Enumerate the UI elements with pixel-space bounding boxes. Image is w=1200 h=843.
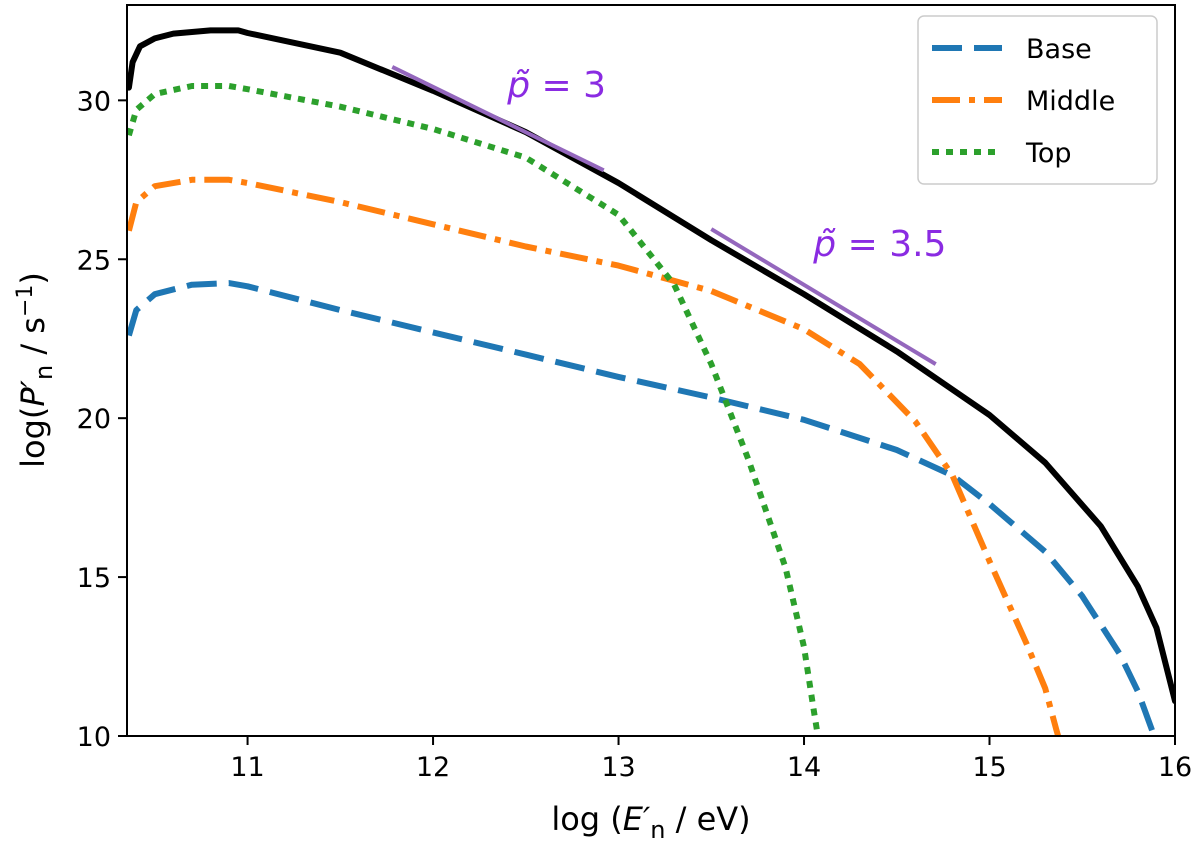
x-axis-label: log (E′n / eV) — [551, 800, 750, 843]
y-tick-label: 20 — [77, 404, 111, 435]
slope-annotation-line-2 — [710, 227, 937, 366]
legend-label-middle: Middle — [1026, 86, 1115, 117]
y-tick-label: 10 — [77, 722, 111, 753]
x-tick-label: 14 — [787, 752, 821, 783]
y-axis-ticks: 10 15 20 25 30 — [77, 86, 127, 753]
legend-frame — [917, 15, 1158, 185]
x-tick-label: 16 — [1158, 752, 1192, 783]
annotation-layer: p̃ = 3 p̃ = 3.5 — [391, 65, 946, 366]
x-tick-label: 13 — [601, 752, 635, 783]
series-line-base — [127, 280, 1158, 736]
x-tick-label: 11 — [230, 752, 264, 783]
x-axis-ticks: 11 12 13 14 15 16 — [230, 736, 1192, 783]
y-tick-label: 30 — [77, 86, 111, 117]
legend-label-top: Top — [1025, 138, 1072, 169]
x-tick-label: 15 — [972, 752, 1006, 783]
y-tick-label: 25 — [77, 245, 111, 276]
slope-annotation-line-1 — [391, 65, 605, 173]
y-tick-label: 15 — [77, 563, 111, 594]
plot-frame — [126, 4, 1176, 737]
legend: Base Middle Top — [917, 15, 1158, 185]
legend-label-base: Base — [1026, 34, 1092, 65]
slope-annotation-label-1: p̃ = 3 — [506, 65, 606, 106]
slope-annotation-label-2: p̃ = 3.5 — [812, 224, 946, 265]
series-line-top — [127, 83, 821, 736]
series-line-middle — [127, 176, 1062, 736]
x-tick-label: 12 — [416, 752, 450, 783]
y-axis-label: log(P′n / s−1) — [13, 272, 58, 468]
